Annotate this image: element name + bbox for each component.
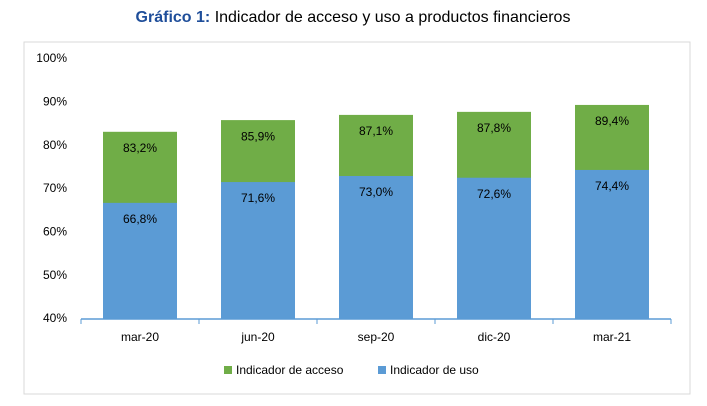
- y-tick-label: 70%: [43, 181, 67, 195]
- y-tick-label: 100%: [36, 51, 67, 65]
- legend-label: Indicador de acceso: [236, 363, 344, 377]
- value-label: 66,8%: [123, 212, 157, 226]
- y-tick-label: 80%: [43, 138, 67, 152]
- bar: [457, 177, 531, 319]
- bar: [575, 169, 649, 319]
- x-tick-label: dic-20: [478, 330, 511, 344]
- legend-label: Indicador de uso: [390, 363, 479, 377]
- y-tick-label: 50%: [43, 268, 67, 282]
- y-tick-label: 40%: [43, 311, 67, 325]
- x-tick-label: mar-21: [593, 330, 631, 344]
- bar: [221, 182, 295, 319]
- value-label: 73,0%: [359, 185, 393, 199]
- bar: [103, 202, 177, 319]
- value-label: 85,9%: [241, 129, 275, 143]
- bar: [339, 176, 413, 319]
- legend-swatch: [378, 366, 386, 374]
- chart-title: Gráfico 1: Indicador de acceso y uso a p…: [136, 9, 571, 26]
- y-tick-label: 90%: [43, 95, 67, 109]
- value-label: 89,4%: [595, 114, 629, 128]
- value-label: 71,6%: [241, 191, 275, 205]
- value-label: 87,8%: [477, 121, 511, 135]
- x-tick-label: jun-20: [240, 330, 275, 344]
- title-label: Gráfico 1:: [136, 9, 211, 26]
- title-text: Indicador de acceso y uso a productos fi…: [215, 9, 571, 26]
- value-label: 72,6%: [477, 187, 511, 201]
- x-tick-label: mar-20: [121, 330, 159, 344]
- x-tick-label: sep-20: [358, 330, 395, 344]
- chart-frame: [23, 41, 691, 395]
- value-label: 74,4%: [595, 179, 629, 193]
- value-label: 83,2%: [123, 141, 157, 155]
- y-tick-label: 60%: [43, 225, 67, 239]
- legend-swatch: [224, 366, 232, 374]
- value-label: 87,1%: [359, 124, 393, 138]
